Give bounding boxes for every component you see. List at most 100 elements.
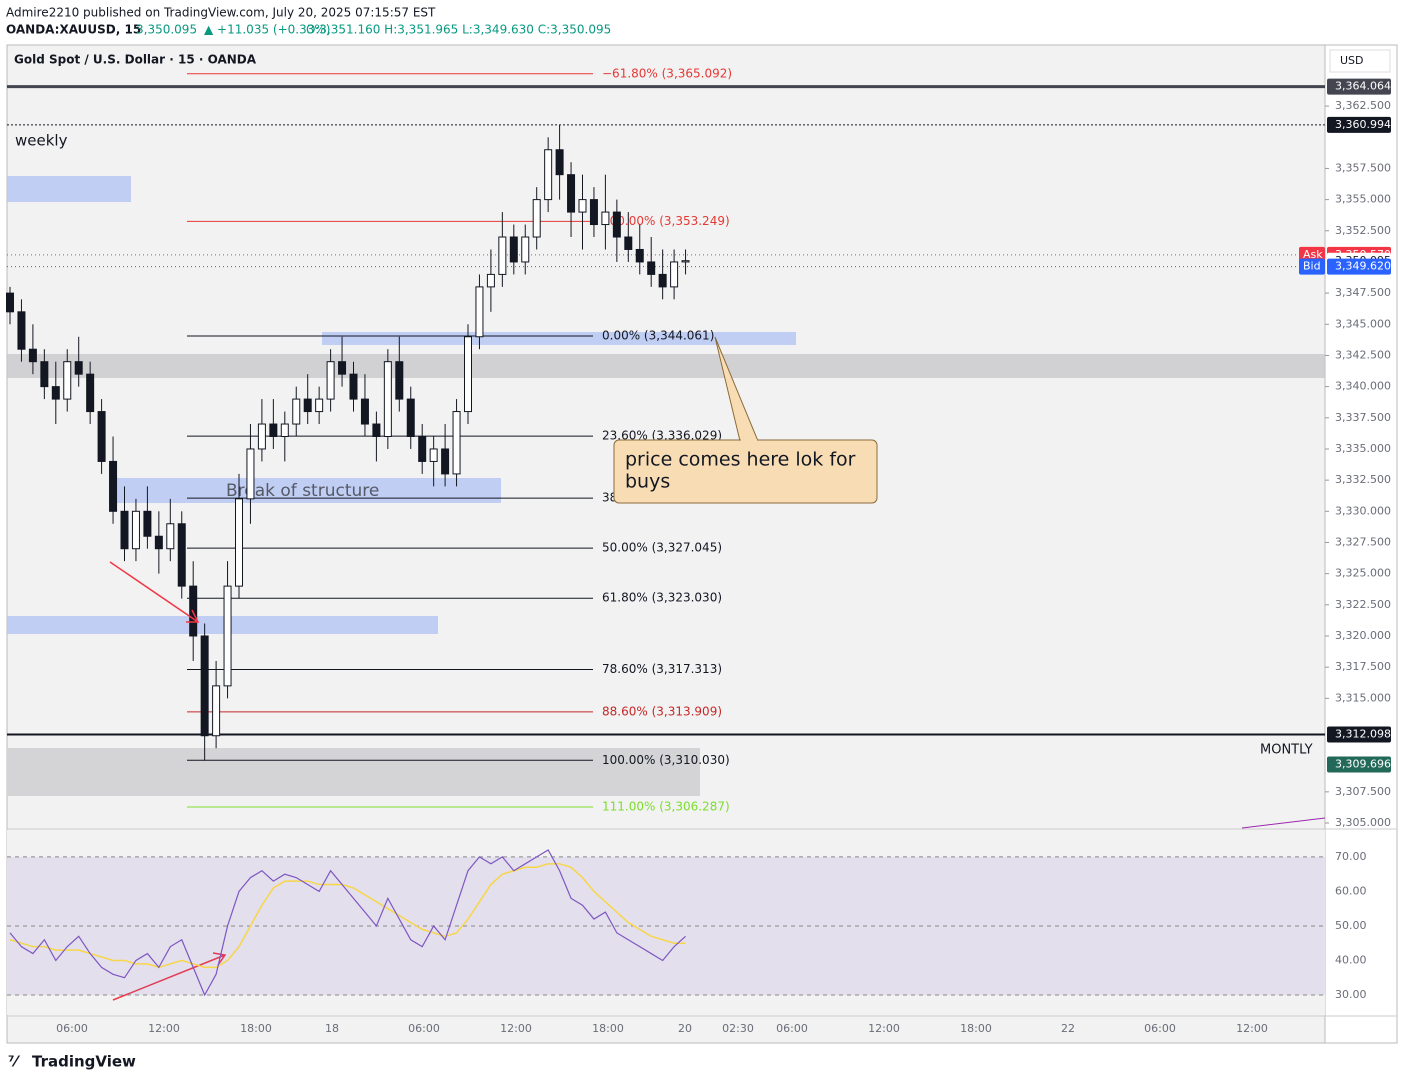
y-tick-label: 3,327.500 (1335, 535, 1391, 548)
x-tick-label: 12:00 (1236, 1022, 1268, 1035)
y-tick-label: 3,322.500 (1335, 598, 1391, 611)
y-tick-label: 3,325.000 (1335, 567, 1391, 580)
x-tick-label: 18 (325, 1022, 339, 1035)
y-tick-label: 3,315.000 (1335, 691, 1391, 704)
candle-body (97, 411, 106, 462)
badge-tag-label: Ask (1303, 248, 1323, 261)
y-tick-label: 3,305.000 (1335, 816, 1391, 829)
x-tick-label: 22 (1061, 1022, 1075, 1035)
chart-title: Gold Spot / U.S. Dollar · 15 · OANDA (14, 53, 257, 67)
y-tick-label: 3,330.000 (1335, 504, 1391, 517)
candle-body (567, 174, 576, 213)
last: 3,350.095 (136, 23, 197, 37)
rsi-tick-label: 70.00 (1335, 850, 1367, 863)
price-badge (1327, 258, 1391, 275)
x-tick-label: 18:00 (960, 1022, 992, 1035)
candle-body (509, 236, 518, 263)
y-tick-label: 3,345.000 (1335, 317, 1391, 330)
zone (7, 748, 700, 796)
x-tick-label: 02:30 (722, 1022, 754, 1035)
price-badge (1327, 756, 1391, 773)
candle-body (578, 199, 587, 213)
y-tick-label: 3,307.500 (1335, 785, 1391, 798)
trend-line (1241, 817, 1326, 829)
candle-body (131, 510, 140, 550)
x-tick-label: 12:00 (500, 1022, 532, 1035)
candle-body (246, 448, 255, 500)
publisher: Admire2210 published on TradingView.com,… (6, 6, 436, 20)
candle-body (200, 635, 209, 737)
candle-body (143, 510, 152, 537)
fib-label: 78.60% (3,317.313) (602, 662, 722, 676)
candle-body (86, 373, 95, 413)
candle-body (154, 535, 163, 550)
rsi-values (9, 849, 686, 997)
candle-body (635, 248, 644, 263)
fib-label: 23.60% (3,336.029) (602, 429, 722, 443)
candle-body (429, 448, 438, 462)
rsi-tick-label: 30.00 (1335, 988, 1367, 1001)
rsi-tick-label: 40.00 (1335, 953, 1367, 966)
candle-body (532, 199, 541, 238)
candle-body (292, 398, 301, 425)
candle-body (589, 199, 598, 226)
callout-text: price comes here lok for (625, 449, 856, 471)
x-tick-label: 06:00 (56, 1022, 88, 1035)
price-scale (1324, 44, 1398, 1044)
candle-body (486, 273, 495, 288)
candle-body (349, 373, 358, 400)
candle-body (269, 423, 278, 438)
y-tick-label: 3,347.500 (1335, 286, 1391, 299)
zone (7, 354, 1325, 378)
candle-body (612, 211, 621, 238)
y-tick-label: 3,332.500 (1335, 473, 1391, 486)
badge-tag-label: Bid (1303, 260, 1321, 273)
annotation: weekly (15, 132, 68, 150)
x-tick-label: 06:00 (1144, 1022, 1176, 1035)
x-tick-label: 12:00 (868, 1022, 900, 1035)
candle-body (74, 361, 83, 375)
candle-body (177, 523, 186, 587)
candle-body (51, 386, 60, 400)
y-tick-label: 3,342.500 (1335, 348, 1391, 361)
y-tick-label: 3,355.000 (1335, 193, 1391, 206)
y-tick-label: 3,320.000 (1335, 629, 1391, 642)
x-tick-label: 18:00 (592, 1022, 624, 1035)
candle-body (372, 423, 381, 438)
candle-body (521, 236, 530, 263)
fib-label: 111.00% (3,306.287) (602, 799, 730, 813)
y-tick-label: 3,352.500 (1335, 224, 1391, 237)
candle-body (109, 460, 118, 512)
callout-text: buys (625, 471, 670, 493)
fib-label: 100.00% (3,310.030) (602, 753, 730, 767)
price-badge-label: 3,364.064 (1335, 80, 1391, 93)
candle-body (383, 361, 392, 437)
fib-label: 50.00% (3,327.045) (602, 541, 722, 555)
candle-body (315, 398, 324, 413)
currency-box[interactable] (1329, 49, 1391, 73)
zone (7, 176, 131, 202)
annotation: Break of structure (226, 481, 379, 501)
candle-body (17, 311, 26, 350)
rsi-pane (7, 830, 1325, 1015)
change: ▲ +11.035 (+0.33%) (204, 23, 330, 37)
fib-label: 61.80% (3,323.030) (602, 591, 722, 605)
candle-body (280, 423, 289, 438)
x-tick-label: 20 (678, 1022, 692, 1035)
rsi-tick-label: 50.00 (1335, 919, 1367, 932)
candle-body (120, 510, 129, 550)
candle-body (670, 261, 679, 288)
candle-body (418, 436, 427, 462)
price-badge-label: 3,349.620 (1335, 260, 1391, 273)
y-tick-label: 3,362.500 (1335, 99, 1391, 112)
price-badge (1327, 78, 1391, 95)
zone (115, 478, 501, 503)
x-tick-label: 06:00 (408, 1022, 440, 1035)
candle-body (303, 398, 312, 413)
candle-body (658, 273, 667, 288)
price-badge-label: 3,309.696 (1335, 757, 1391, 770)
candle-body (166, 523, 175, 550)
candle-body (235, 498, 243, 587)
footer-logo: TradingView (32, 1053, 136, 1071)
y-tick-label: 3,335.000 (1335, 442, 1391, 455)
